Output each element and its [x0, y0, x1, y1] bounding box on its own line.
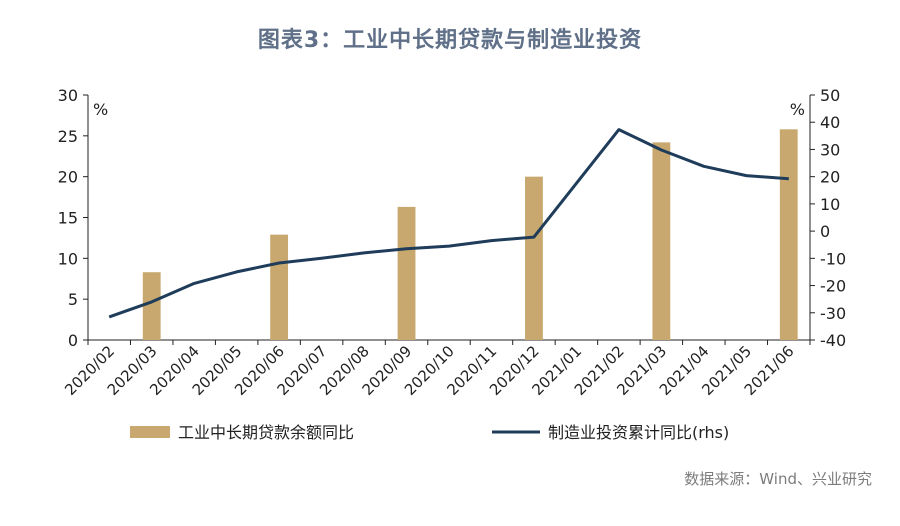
left-axis-unit: % [93, 100, 108, 119]
right-tick-label: 50 [820, 86, 840, 105]
bar-2020/12 [525, 176, 543, 340]
right-tick-label: 20 [820, 168, 840, 187]
source-note: 数据来源：Wind、兴业研究 [684, 470, 872, 488]
left-tick-label: 30 [58, 86, 78, 105]
right-tick-label: 30 [820, 140, 840, 159]
bar-2020/09 [397, 206, 416, 340]
line-path [108, 128, 789, 319]
axes: 0 5 10 15 20 25 30% -40 -30 -20 -10 0 10 20 30 40 50% [58, 86, 847, 350]
bar-2020/06 [270, 234, 289, 340]
left-tick-label: 15 [58, 209, 78, 228]
left-tick-label: 5 [68, 290, 78, 309]
x-tick-labels: 2020/022020/032020/042020/052020/062020/… [61, 342, 797, 399]
bar-2021/03 [652, 142, 671, 340]
legend: 工业中长期贷款余额同比 制造业投资累计同比(rhs) [130, 423, 729, 442]
left-tick-label: 10 [58, 249, 78, 268]
right-tick-label: -20 [820, 277, 846, 296]
right-tick-label: -40 [820, 331, 846, 350]
left-tick-label: 0 [68, 331, 78, 350]
legend-line-label: 制造业投资累计同比(rhs) [548, 423, 729, 442]
bar-2020/03 [142, 272, 161, 340]
chart-title: 图表3：工业中长期贷款与制造业投资 [257, 28, 643, 53]
legend-bar-label: 工业中长期贷款余额同比 [178, 423, 354, 442]
right-tick-label: 40 [820, 113, 840, 132]
bar-2021/06 [779, 129, 798, 340]
right-tick-label: 0 [820, 222, 830, 241]
left-tick-label: 25 [58, 127, 78, 146]
right-tick-label: -10 [820, 249, 846, 268]
right-axis-unit: % [790, 100, 805, 119]
right-tick-label: 10 [820, 195, 840, 214]
bars [142, 129, 798, 340]
legend-bar-swatch [130, 426, 170, 438]
left-tick-label: 20 [58, 168, 78, 187]
line-series [108, 128, 789, 319]
right-tick-label: -30 [820, 304, 846, 323]
